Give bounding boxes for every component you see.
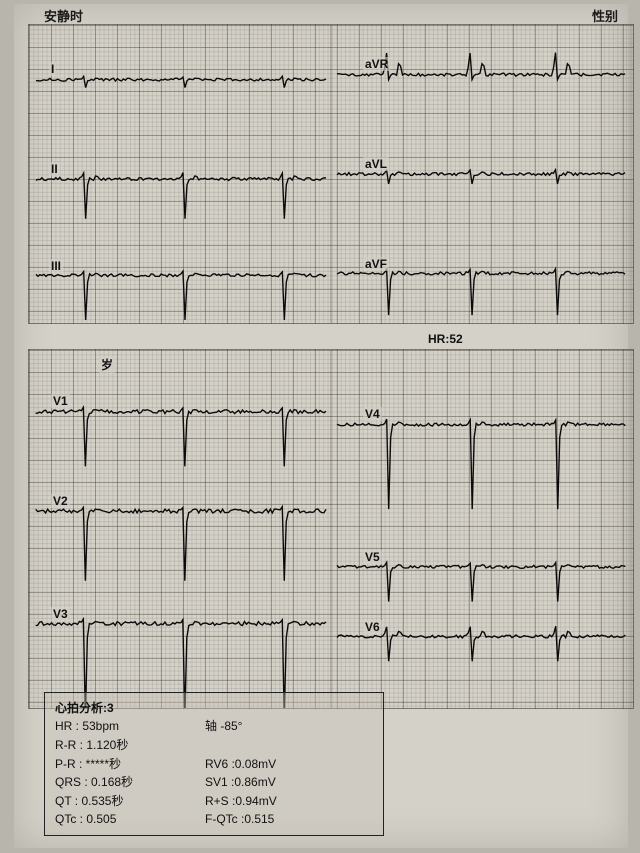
analysis-key: QT : 0.535秒 xyxy=(55,792,205,811)
analysis-key2: 轴 -85° xyxy=(205,717,365,736)
lead-label-v5: V5 xyxy=(363,550,382,564)
ecg-traces-top xyxy=(29,25,633,323)
trace-ii xyxy=(36,173,326,219)
lead-label-v3: V3 xyxy=(51,607,70,621)
trace-v5 xyxy=(337,562,625,601)
trace-avl xyxy=(337,170,625,184)
trace-i xyxy=(36,76,326,87)
ecg-grid-top: IaVR II aVL III aVF xyxy=(28,24,634,324)
analysis-key2: R+S :0.94mV xyxy=(205,792,365,811)
lead-label-v1: V1 xyxy=(51,394,70,408)
ecg-paper: 安静时 性别 IaVRIIaVLIIIaVF HR:52 岁 V1V4V2V5V… xyxy=(14,4,628,848)
analysis-title: 心拍分析:3 xyxy=(55,699,373,718)
trace-v1 xyxy=(36,407,326,466)
analysis-row: QRS : 0.168秒SV1 :0.86mV xyxy=(55,773,373,792)
lead-label-i: I xyxy=(49,62,56,76)
lead-label-ii: II xyxy=(49,162,60,176)
ecg-grid-bottom: 岁 V1V4V2V5V3V6 xyxy=(28,349,634,709)
analysis-row: HR : 53bpm轴 -85° xyxy=(55,717,373,736)
analysis-key: QTc : 0.505 xyxy=(55,810,205,829)
lead-label-avl: aVL xyxy=(363,157,389,171)
trace-v2 xyxy=(36,507,326,581)
trace-v4 xyxy=(337,419,625,509)
analysis-key: P-R : *****秒 xyxy=(55,755,205,774)
analysis-key: HR : 53bpm xyxy=(55,717,205,736)
ecg-traces-bottom xyxy=(29,350,633,708)
analysis-key2 xyxy=(205,736,365,755)
lead-label-v6: V6 xyxy=(363,620,382,634)
header-right: 性别 xyxy=(592,6,618,25)
lead-label-v4: V4 xyxy=(363,407,382,421)
lead-label-v2: V2 xyxy=(51,494,70,508)
analysis-key: QRS : 0.168秒 xyxy=(55,773,205,792)
analysis-key: R-R : 1.120秒 xyxy=(55,736,205,755)
analysis-key2: SV1 :0.86mV xyxy=(205,773,365,792)
lead-label-iii: III xyxy=(49,259,63,273)
header-left: 安静时 xyxy=(44,6,83,25)
hr-annotation: HR:52 xyxy=(428,332,463,346)
trace-avf xyxy=(337,269,625,315)
analysis-rows: HR : 53bpm轴 -85°R-R : 1.120秒P-R : *****秒… xyxy=(55,717,373,829)
analysis-panel: 心拍分析:3 HR : 53bpm轴 -85°R-R : 1.120秒P-R :… xyxy=(44,692,384,836)
trace-iii xyxy=(36,271,326,320)
lead-label-avf: aVF xyxy=(363,257,389,271)
analysis-row: R-R : 1.120秒 xyxy=(55,736,373,755)
analysis-key2: F-QTc :0.515 xyxy=(205,810,365,829)
header-row: 安静时 性别 xyxy=(44,6,618,25)
analysis-key2: RV6 :0.08mV xyxy=(205,755,365,774)
analysis-row: P-R : *****秒RV6 :0.08mV xyxy=(55,755,373,774)
analysis-row: QTc : 0.505F-QTc :0.515 xyxy=(55,810,373,829)
lead-label-avr: aVR xyxy=(363,57,390,71)
analysis-row: QT : 0.535秒R+S :0.94mV xyxy=(55,792,373,811)
